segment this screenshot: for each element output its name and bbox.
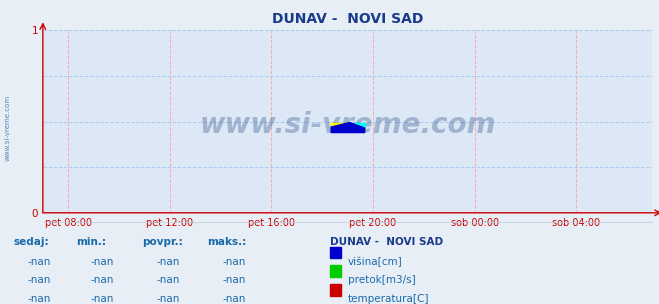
Text: sedaj:: sedaj: [13,237,49,247]
Text: -nan: -nan [222,275,246,285]
Text: -nan: -nan [156,257,180,267]
Text: -nan: -nan [156,275,180,285]
Text: -nan: -nan [90,257,114,267]
Text: maks.:: maks.: [208,237,247,247]
Text: www.si-vreme.com: www.si-vreme.com [200,111,496,139]
Text: -nan: -nan [28,294,51,304]
Text: -nan: -nan [222,257,246,267]
Text: -nan: -nan [90,294,114,304]
Text: -nan: -nan [28,275,51,285]
Text: -nan: -nan [222,294,246,304]
Polygon shape [331,123,350,127]
Polygon shape [331,123,364,133]
Text: -nan: -nan [28,257,51,267]
Text: www.si-vreme.com: www.si-vreme.com [5,95,11,161]
Polygon shape [350,123,364,128]
Text: pretok[m3/s]: pretok[m3/s] [348,275,416,285]
Text: povpr.:: povpr.: [142,237,183,247]
Text: temperatura[C]: temperatura[C] [348,294,430,304]
Text: -nan: -nan [156,294,180,304]
Text: -nan: -nan [90,275,114,285]
Text: višina[cm]: višina[cm] [348,257,403,267]
Title: DUNAV -  NOVI SAD: DUNAV - NOVI SAD [272,12,423,26]
Text: min.:: min.: [76,237,106,247]
Text: DUNAV -  NOVI SAD: DUNAV - NOVI SAD [330,237,443,247]
